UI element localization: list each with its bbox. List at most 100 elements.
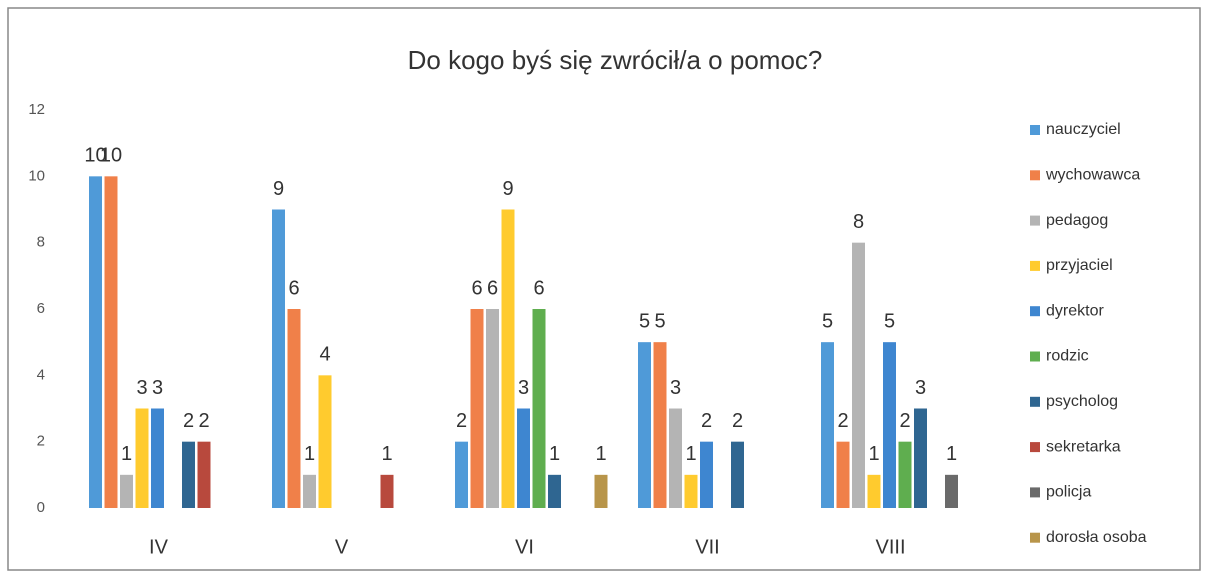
data-label: 6 — [487, 277, 498, 299]
legend-label: wychowawca — [1045, 167, 1140, 184]
legend-swatch — [1030, 396, 1040, 407]
x-tick-label: VII — [695, 536, 719, 558]
legend-label: psycholog — [1046, 393, 1118, 410]
data-label: 2 — [899, 410, 910, 432]
bar — [120, 474, 133, 508]
data-label: 5 — [822, 310, 833, 332]
bar — [532, 309, 546, 508]
data-label: 10 — [84, 145, 106, 167]
data-label: 3 — [518, 377, 529, 399]
chart-title: Do kogo byś się zwrócił/a o pomoc? — [408, 45, 823, 75]
data-label: 9 — [273, 178, 284, 200]
bar — [287, 309, 301, 508]
y-tick-label: 6 — [37, 300, 45, 317]
bar — [151, 408, 164, 508]
legend-label: pedagog — [1046, 212, 1108, 229]
bar — [197, 441, 211, 508]
data-label: 6 — [533, 277, 544, 299]
legend-swatch — [1030, 532, 1040, 543]
x-tick-label: VIII — [875, 536, 905, 558]
data-label: 2 — [732, 410, 743, 432]
y-tick-label: 8 — [37, 234, 45, 251]
legend-label: sekretarka — [1046, 438, 1121, 455]
legend-label: dyrektor — [1046, 302, 1104, 319]
data-label: 1 — [121, 443, 132, 465]
data-label: 6 — [288, 277, 299, 299]
data-label: 1 — [381, 443, 392, 465]
data-label: 2 — [198, 410, 209, 432]
data-label: 10 — [100, 145, 122, 167]
bar — [182, 441, 195, 508]
bar — [669, 408, 682, 508]
legend-swatch — [1030, 170, 1040, 181]
bar — [883, 342, 896, 508]
data-label: 3 — [915, 377, 926, 399]
bar — [653, 342, 667, 508]
y-tick-label: 12 — [28, 101, 45, 118]
bar — [638, 342, 651, 508]
bar — [501, 209, 515, 508]
bar — [104, 176, 118, 509]
bar — [731, 441, 744, 508]
bar — [486, 309, 499, 508]
legend-swatch — [1030, 215, 1040, 226]
data-label: 1 — [868, 443, 879, 465]
data-label: 8 — [853, 211, 864, 233]
legend-swatch — [1030, 351, 1040, 362]
bar — [836, 441, 850, 508]
x-tick-label: IV — [149, 536, 169, 558]
data-label: 5 — [639, 310, 650, 332]
bar — [380, 474, 394, 508]
bar — [684, 474, 698, 508]
bar — [914, 408, 927, 508]
data-label: 1 — [685, 443, 696, 465]
bar — [303, 474, 316, 508]
bar — [898, 441, 912, 508]
bar — [89, 176, 102, 509]
bar — [548, 474, 561, 508]
bar — [594, 474, 608, 508]
bar — [821, 342, 834, 508]
bar — [455, 441, 468, 508]
legend-label: przyjaciel — [1046, 257, 1113, 274]
legend-swatch — [1030, 260, 1040, 271]
bar — [700, 441, 713, 508]
data-label: 4 — [319, 344, 330, 366]
data-label: 3 — [152, 377, 163, 399]
legend-swatch — [1030, 125, 1040, 135]
bar — [318, 375, 332, 508]
data-label: 2 — [456, 410, 467, 432]
bar — [470, 309, 484, 508]
data-label: 1 — [304, 443, 315, 465]
legend-label: nauczyciel — [1046, 121, 1121, 138]
x-tick-label: V — [335, 536, 349, 558]
data-label: 5 — [884, 310, 895, 332]
data-label: 1 — [595, 443, 606, 465]
y-tick-label: 10 — [28, 167, 45, 184]
bar — [852, 242, 865, 508]
y-tick-label: 0 — [37, 499, 45, 516]
bar — [517, 408, 530, 508]
legend-swatch — [1030, 442, 1040, 453]
data-label: 2 — [701, 410, 712, 432]
legend-label: rodzic — [1046, 348, 1089, 365]
data-label: 3 — [670, 377, 681, 399]
legend-label: dorosła osoba — [1046, 529, 1147, 546]
bar — [867, 474, 881, 508]
legend-swatch — [1030, 487, 1040, 498]
data-label: 2 — [183, 410, 194, 432]
data-label: 2 — [837, 410, 848, 432]
data-label: 6 — [471, 277, 482, 299]
data-label: 5 — [654, 310, 665, 332]
y-tick-label: 2 — [37, 433, 45, 450]
legend-swatch — [1030, 306, 1040, 317]
data-label: 9 — [502, 178, 513, 200]
bar — [272, 209, 285, 508]
data-label: 3 — [136, 377, 147, 399]
x-tick-label: VI — [515, 536, 534, 558]
bar — [135, 408, 149, 508]
legend-label: policja — [1046, 484, 1091, 501]
bar — [945, 474, 958, 508]
y-tick-label: 4 — [37, 366, 45, 383]
